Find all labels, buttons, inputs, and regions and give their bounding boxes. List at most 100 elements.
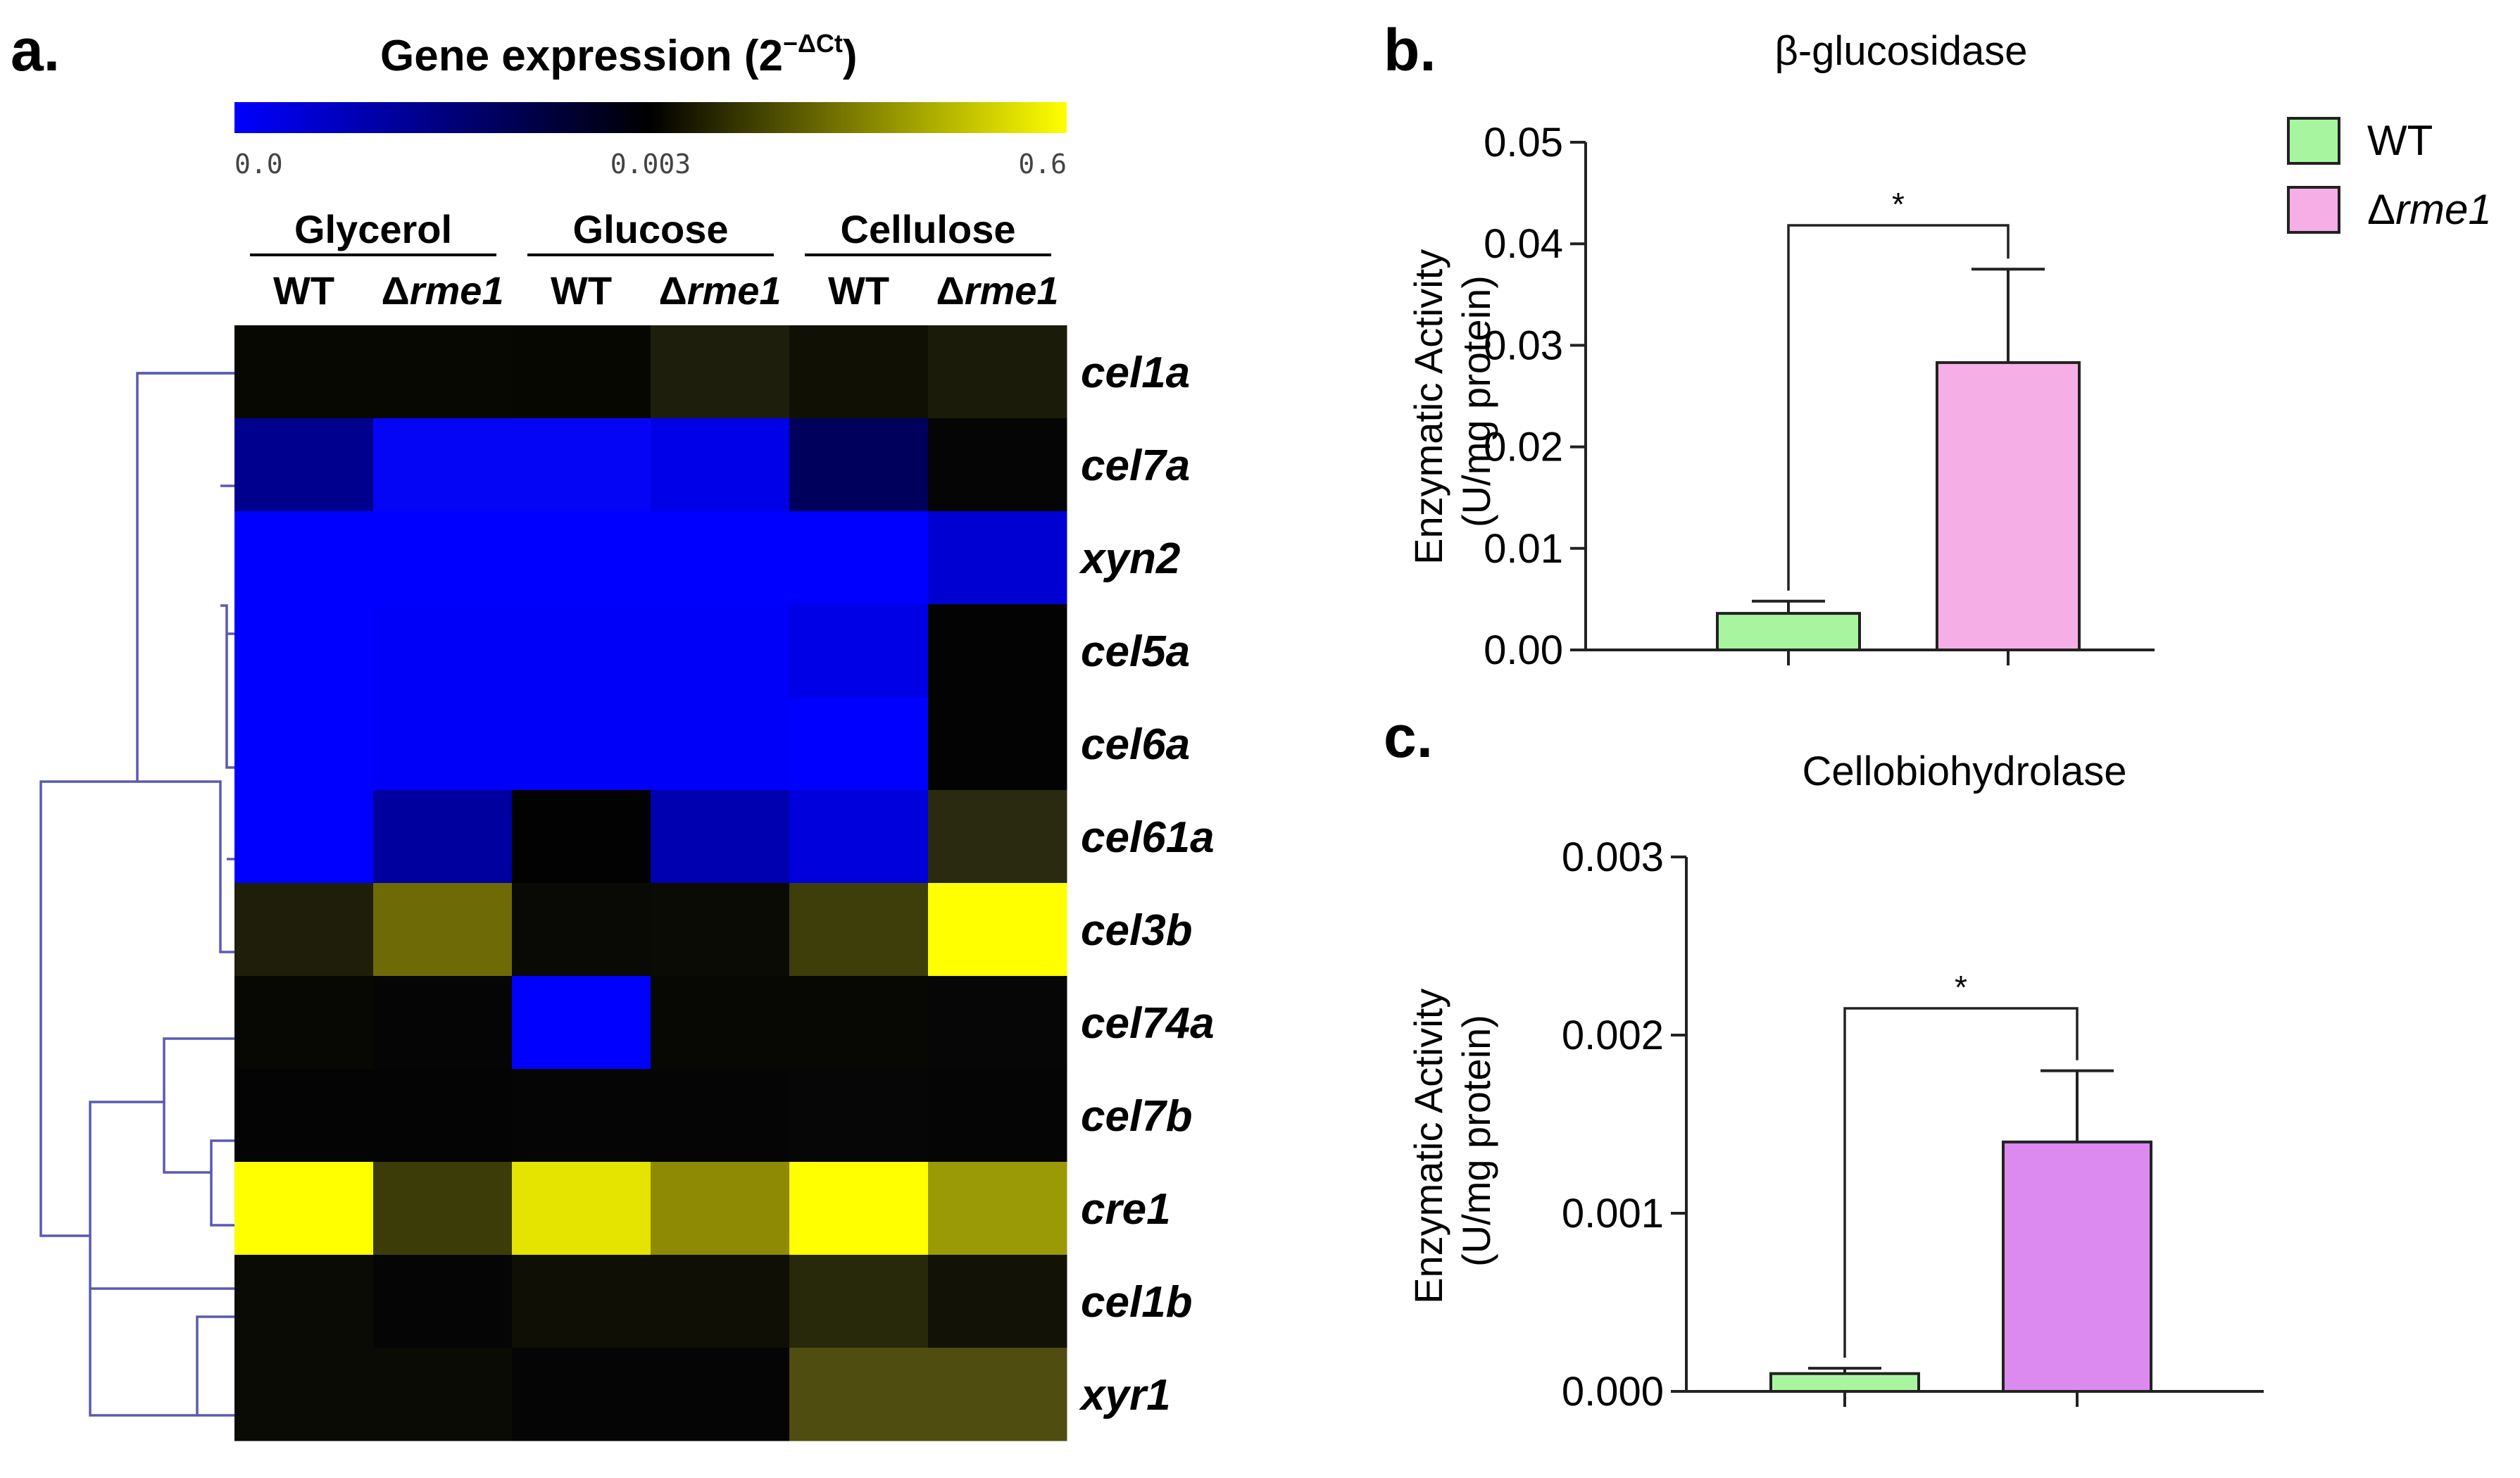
heatmap-cell-cel5a-5: [789, 604, 929, 698]
heatmap-cell-cel7b-2: [373, 1069, 513, 1163]
group-label-glycerol: Glycerol: [294, 207, 452, 251]
heatmap-title-close: ): [843, 32, 858, 80]
heatmap-title-main: Gene expression (2: [380, 32, 783, 80]
legend-label-rme1: Δrme1: [2367, 186, 2492, 233]
heatmap-cell-cre1-6: [928, 1162, 1067, 1255]
heatmap-cell-cel3b-1: [234, 883, 374, 977]
heatmap-cell-cel6a-1: [234, 697, 374, 791]
heatmap-cell-xyn2-5: [789, 511, 929, 605]
dendro-branch: [227, 632, 234, 860]
heatmap-cell-cel5a-3: [512, 604, 651, 698]
heatmap-title-sup: −ΔCt: [783, 29, 843, 58]
panel-c: c. Cellobiohydrolase Enzymatic Activity …: [1384, 703, 2264, 1415]
dendro-branch: [89, 1037, 234, 1236]
heatmap-cell-cel7a-6: [928, 418, 1067, 512]
column-label-5: WT: [828, 268, 889, 313]
y-tick-label: 0.001: [1562, 1191, 1664, 1236]
dendro-branch: [220, 604, 234, 769]
heatmap-cell-xyr1-5: [789, 1348, 929, 1441]
colorbar-tick-max: 0.6: [1018, 149, 1067, 180]
dendro-branch: [163, 1102, 234, 1174]
heatmap-cell-cel1b-3: [512, 1255, 651, 1348]
heatmap-cell-cel1a-1: [234, 325, 374, 419]
heatmap-cell-cel6a-5: [789, 697, 929, 791]
y-tick-label: 0.03: [1484, 322, 1563, 368]
heatmap-cell-cre1-4: [651, 1162, 790, 1255]
y-tick-label: 0.02: [1484, 425, 1563, 470]
row-label-cre1: cre1: [1081, 1185, 1171, 1234]
heatmap-cell-cel7b-1: [234, 1069, 374, 1163]
row-label-xyr1: xyr1: [1079, 1371, 1171, 1420]
y-tick-label: 0.04: [1484, 221, 1563, 267]
heatmap-cell-cel7b-4: [651, 1069, 790, 1163]
heatmap-cell-xyr1-2: [373, 1348, 513, 1441]
heatmap-cell-cre1-3: [512, 1162, 651, 1255]
heatmap-cell-cel74a-6: [928, 976, 1067, 1070]
legend-label-wt: WT: [2367, 117, 2433, 164]
significance-marker: *: [1955, 969, 1967, 1006]
group-label-cellulose: Cellulose: [841, 207, 1016, 251]
y-tick-label: 0.000: [1562, 1369, 1664, 1415]
heatmap-cell-cel6a-3: [512, 697, 651, 791]
row-label-cel74a: cel74a: [1081, 999, 1215, 1048]
dendro-branch: [137, 780, 234, 953]
legend-label-name: rme1: [2395, 186, 2492, 233]
heatmap-cell-cel1a-5: [789, 325, 929, 419]
heatmap-cell-xyr1-1: [234, 1348, 374, 1441]
heatmap-cell-cel61a-4: [651, 790, 790, 884]
legend-label-prefix: Δ: [2367, 186, 2395, 233]
heatmap-cell-cel61a-6: [928, 790, 1067, 884]
colorbar: [234, 102, 1067, 133]
column-label-name: rme1: [410, 268, 504, 313]
heatmap-cell-cel6a-4: [651, 697, 790, 791]
heatmap-cell-cel5a-1: [234, 604, 374, 698]
heatmap-cell-cel1a-3: [512, 325, 651, 419]
colorbar-tick-mid: 0.003: [610, 149, 691, 180]
heatmap-title: Gene expression (2−ΔCt): [380, 29, 858, 80]
heatmap-cell-cel7a-3: [512, 418, 651, 512]
heatmap-cell-cel3b-4: [651, 883, 790, 977]
heatmap-cells: [234, 325, 1067, 1441]
group-label-glucose: Glucose: [573, 207, 729, 251]
heatmap-cell-cel1a-2: [373, 325, 513, 419]
column-label-3: WT: [551, 268, 612, 313]
column-label-name: rme1: [687, 268, 782, 313]
y-tick-label: 0.05: [1484, 120, 1563, 165]
heatmap-cell-cel61a-1: [234, 790, 374, 884]
row-label-cel61a: cel61a: [1081, 813, 1215, 862]
heatmap-cell-cel61a-2: [373, 790, 513, 884]
column-label-name: rme1: [965, 268, 1059, 313]
heatmap-cell-cel7b-5: [789, 1069, 929, 1163]
panel-b-label: b.: [1384, 17, 1436, 83]
bar-wt: [1769, 1372, 1920, 1393]
row-label-cel5a: cel5a: [1081, 627, 1190, 676]
heatmap-cell-cel7a-5: [789, 418, 929, 512]
column-label-name: WT: [551, 268, 612, 313]
heatmap-cell-cel6a-2: [373, 697, 513, 791]
significance-bracket: [1787, 224, 2010, 591]
legend-swatch-rme1: [2287, 186, 2340, 234]
heatmap-cell-cel61a-5: [789, 790, 929, 884]
y-tick-label: 0.003: [1562, 834, 1664, 880]
panel-b: b. β-glucosidase Enzymatic Activity (U/m…: [1384, 17, 2155, 673]
heatmap-cell-cel7b-6: [928, 1069, 1067, 1163]
y-tick-label: 0.002: [1562, 1013, 1664, 1058]
heatmap-cell-cel7b-3: [512, 1069, 651, 1163]
heatmap-cell-cel1a-6: [928, 325, 1067, 419]
significance-marker: *: [1892, 186, 1905, 223]
row-label-cel3b: cel3b: [1081, 906, 1193, 955]
dendrogram: [39, 372, 234, 1417]
heatmap-cell-cel3b-2: [373, 883, 513, 977]
heatmap-cell-cel1b-4: [651, 1255, 790, 1348]
heatmap-cell-xyn2-2: [373, 511, 513, 605]
dendro-branch: [89, 1289, 234, 1417]
heatmap-cell-cel5a-4: [651, 604, 790, 698]
heatmap-cell-cel74a-5: [789, 976, 929, 1070]
significance-bracket: [1843, 1007, 2079, 1358]
column-label-2: Δrme1: [381, 268, 503, 313]
heatmap-column-headers: WT Δrme1 WT Δrme1 WT Δrme1: [273, 268, 1059, 313]
heatmap-cell-cel5a-6: [928, 604, 1067, 698]
heatmap-cell-cel74a-2: [373, 976, 513, 1070]
chart-b-ylabel-line2: (U/mg protein): [1454, 275, 1498, 527]
chart-c-ylabel: Enzymatic Activity (U/mg protein): [1406, 977, 1498, 1304]
